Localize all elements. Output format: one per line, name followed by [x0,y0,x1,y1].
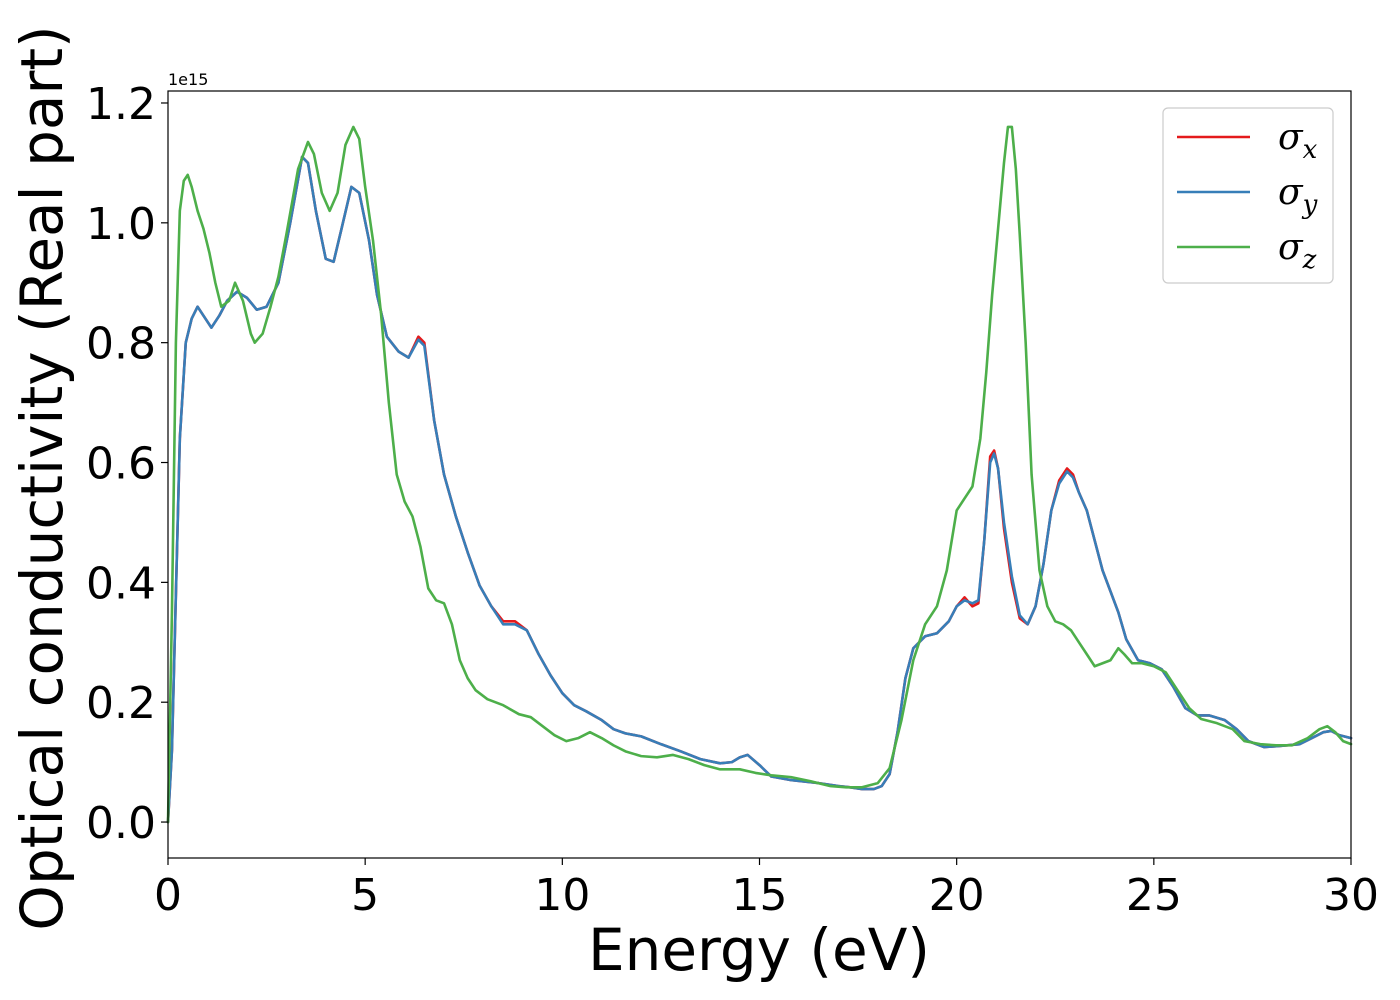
y-tick-label: 1.2 [86,79,156,130]
x-axis-label: Energy (eV) [588,916,930,984]
legend-box [1162,107,1334,284]
x-tick-label: 0 [154,870,182,921]
y-tick-label: 0.8 [86,319,156,370]
series-line-z [166,125,1353,824]
y-tick-label: 1.0 [86,199,156,250]
x-tick-label: 15 [732,870,788,921]
x-tick-label: 5 [351,870,379,921]
y-axis-label: Optical conductivity (Real part) [8,25,76,930]
x-tick-label: 10 [534,870,590,921]
y-axis-ticks: 0.0 0.2 0.4 0.6 0.8 1.0 1.2 [86,79,168,849]
x-tick-label: 25 [1126,870,1182,921]
y-tick-label: 0.4 [86,558,156,609]
y-tick-label: 0.6 [86,439,156,490]
series-line-y [166,155,1353,824]
x-tick-label: 20 [929,870,985,921]
y-offset-text: 1e15 [168,70,208,89]
y-tick-label: 0.2 [86,678,156,729]
y-tick-label: 0.0 [86,798,156,849]
x-tick-label: 30 [1323,870,1379,921]
series-layer [166,125,1353,824]
x-axis-ticks: 0 5 10 15 20 25 30 [154,858,1379,921]
